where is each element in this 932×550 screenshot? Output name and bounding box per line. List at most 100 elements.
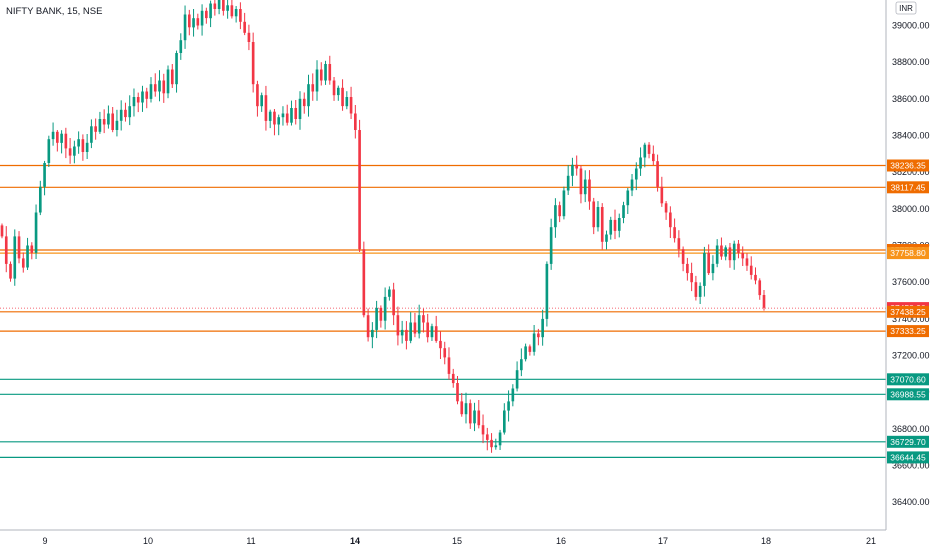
candle-up	[34, 212, 38, 253]
candle-down	[332, 80, 336, 96]
x-tick-label: 9	[42, 536, 47, 546]
candle-down	[213, 3, 217, 9]
y-tick-label: 37400.00	[892, 314, 930, 324]
candle-up	[217, 0, 221, 9]
candle-up	[464, 403, 468, 415]
level-price-badge	[887, 247, 929, 260]
candle-down	[205, 10, 208, 19]
candle-up	[166, 69, 170, 94]
candle-up	[554, 205, 557, 228]
candle-up	[626, 190, 630, 206]
candle-down	[285, 113, 289, 123]
candle-up	[400, 329, 404, 336]
candle-down	[447, 357, 451, 374]
candle-down	[4, 236, 8, 264]
candle-down	[737, 243, 740, 253]
level-price-label: 37070.60	[890, 374, 926, 384]
candle-down	[741, 252, 745, 259]
y-tick-label: 36400.00	[892, 497, 930, 507]
candle-up	[715, 245, 719, 264]
candle-down	[251, 42, 255, 85]
level-price-badge	[887, 325, 929, 338]
candle-up	[409, 322, 412, 341]
level-price-badge	[887, 451, 929, 464]
x-tick-label: 11	[246, 536, 255, 546]
candle-down	[528, 346, 532, 352]
candle-down	[196, 18, 200, 26]
candle-up	[549, 227, 553, 264]
candle-up	[226, 5, 229, 11]
candle-up	[732, 243, 736, 261]
chart-title: NIFTY BANK, 15, NSE	[6, 6, 102, 17]
candle-down	[660, 186, 664, 204]
candle-down	[354, 113, 357, 130]
candle-up	[281, 113, 285, 118]
currency-badge[interactable]	[895, 1, 917, 15]
y-tick-label: 38600.00	[892, 94, 930, 104]
candle-down	[652, 153, 655, 162]
candle-down	[362, 249, 366, 316]
candle-down	[673, 227, 676, 239]
candle-up	[43, 163, 46, 187]
candle-down	[720, 245, 723, 257]
candle-down	[664, 203, 668, 213]
x-tick-label: 21	[866, 536, 876, 546]
candle-down	[647, 144, 651, 154]
candle-down	[145, 91, 149, 99]
candle-up	[515, 370, 519, 389]
candle-up	[141, 91, 144, 103]
level-price-labels: 38236.3538117.4537775.6037758.8037458.90…	[887, 159, 929, 464]
candle-down	[592, 201, 596, 228]
candle-up	[622, 205, 625, 218]
candle-up	[532, 333, 536, 352]
candle-down	[707, 252, 710, 274]
candle-up	[60, 133, 63, 143]
candle-up	[494, 445, 498, 448]
currency-label: INR	[899, 4, 913, 13]
candle-down	[30, 245, 34, 253]
candle-up	[630, 179, 634, 191]
candle-up	[13, 236, 17, 279]
candle-down	[256, 84, 259, 107]
candle-down	[273, 111, 276, 125]
y-axis-ticks: 36400.0036600.0036800.0037000.0037200.00…	[892, 21, 930, 508]
candle-down	[762, 295, 766, 308]
y-tick-label: 38400.00	[892, 131, 930, 141]
candle-down	[81, 139, 85, 152]
candle-down	[681, 249, 685, 264]
candle-down	[94, 126, 97, 132]
candle-down	[575, 164, 579, 169]
candle-up	[562, 190, 566, 217]
candle-up	[634, 168, 638, 180]
candle-down	[187, 14, 191, 28]
candle-down	[17, 236, 21, 259]
x-tick-label: 10	[143, 536, 153, 546]
candle-down	[366, 315, 370, 338]
candle-up	[209, 3, 212, 19]
candle-down	[481, 425, 485, 435]
y-tick-label: 38800.00	[892, 57, 930, 67]
x-tick-label: 16	[556, 536, 566, 546]
candle-up	[583, 179, 587, 195]
candle-down	[749, 265, 753, 275]
candle-down	[56, 131, 59, 143]
candle-up	[98, 119, 102, 132]
candle-up	[47, 139, 51, 163]
candle-down	[745, 258, 749, 266]
candle-down	[358, 130, 361, 250]
x-tick-label: 15	[452, 536, 462, 546]
y-tick-label: 37200.00	[892, 351, 930, 361]
candle-up	[179, 40, 183, 53]
candle-down	[247, 32, 251, 42]
candle-down	[349, 97, 353, 114]
candle-up	[596, 207, 600, 228]
candle-up	[473, 410, 476, 424]
candle-down	[302, 98, 306, 107]
candle-up	[524, 346, 527, 360]
candle-down	[758, 280, 762, 296]
candle-down	[124, 109, 127, 118]
candle-down	[102, 119, 106, 125]
candle-up	[375, 307, 378, 330]
candle-down	[434, 326, 438, 341]
